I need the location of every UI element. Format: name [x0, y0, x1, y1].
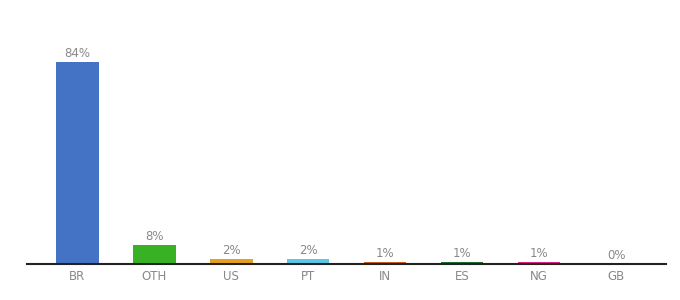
Text: 2%: 2%	[299, 244, 318, 257]
Text: 1%: 1%	[530, 247, 549, 260]
Bar	[441, 262, 483, 264]
Bar	[210, 259, 252, 264]
Bar	[518, 262, 560, 264]
Text: 2%: 2%	[222, 244, 241, 257]
Bar	[133, 245, 175, 264]
Text: 0%: 0%	[607, 249, 626, 262]
Bar	[364, 262, 407, 264]
Text: 1%: 1%	[453, 247, 471, 260]
Text: 8%: 8%	[145, 230, 164, 243]
Bar	[56, 62, 99, 264]
Bar	[287, 259, 330, 264]
Text: 84%: 84%	[65, 47, 90, 61]
Text: 1%: 1%	[376, 247, 394, 260]
